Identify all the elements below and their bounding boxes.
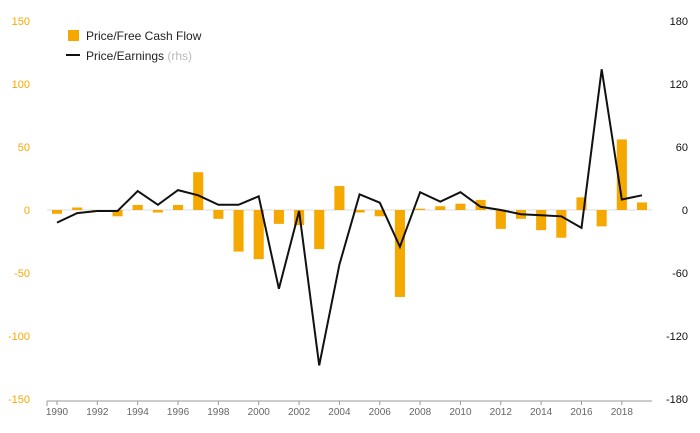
bar-2009 xyxy=(435,206,446,210)
y-left-tick-label: -150 xyxy=(8,394,30,406)
legend-label-price-earnings: Price/Earnings (rhs) xyxy=(86,49,192,63)
x-tick-label: 1996 xyxy=(167,407,190,418)
y-left-tick-label: 0 xyxy=(24,205,30,217)
bar-2018 xyxy=(616,139,627,210)
x-tick-label: 1990 xyxy=(46,407,69,418)
bar-2005 xyxy=(354,210,365,213)
bar-2010 xyxy=(455,203,466,210)
legend-swatch-price-free-cash-flow xyxy=(68,30,79,41)
bar-series-price-free-cash-flow xyxy=(51,139,648,297)
bar-2017 xyxy=(596,210,607,227)
bar-2000 xyxy=(253,210,264,260)
x-tick-label: 1994 xyxy=(127,407,150,418)
y-right-tick-label: 60 xyxy=(676,142,688,154)
x-tick-label: 1992 xyxy=(86,407,109,418)
x-tick-label: 2004 xyxy=(328,407,351,418)
bar-2007 xyxy=(394,210,405,297)
legend-label-price-free-cash-flow: Price/Free Cash Flow xyxy=(86,29,202,43)
x-tick-label: 2008 xyxy=(409,407,432,418)
line-series-price-earnings xyxy=(56,69,643,366)
bar-2015 xyxy=(556,210,567,238)
bar-1998 xyxy=(213,210,224,219)
y-right-tick-label: -120 xyxy=(666,331,688,343)
y-left-tick-label: -100 xyxy=(8,331,30,343)
price-earnings-line xyxy=(56,69,643,366)
x-tick-label: 2000 xyxy=(248,407,271,418)
bar-1991 xyxy=(72,207,83,210)
bar-1997 xyxy=(193,172,204,210)
y-left-tick-label: -50 xyxy=(14,268,30,280)
legend-label-rhs-suffix: (rhs) xyxy=(167,49,192,63)
bar-2006 xyxy=(374,210,385,217)
x-tick-label: 2014 xyxy=(530,407,553,418)
bar-2019 xyxy=(636,202,648,210)
bar-1996 xyxy=(172,204,184,210)
bar-2004 xyxy=(334,186,345,210)
y-right-tick-label: -180 xyxy=(666,394,688,406)
x-tick-label: 2002 xyxy=(288,407,311,418)
x-tick-label: 2018 xyxy=(611,407,634,418)
bar-2003 xyxy=(314,210,325,250)
bar-1994 xyxy=(132,204,143,210)
x-tick-label: 2006 xyxy=(369,407,392,418)
bar-2012 xyxy=(495,210,506,229)
x-tick-label: 2016 xyxy=(570,407,593,418)
bar-1990 xyxy=(51,210,63,214)
x-tick-label: 2012 xyxy=(490,407,513,418)
y-left-tick-label: 100 xyxy=(12,79,30,91)
bar-2016 xyxy=(576,197,587,210)
bar-2014 xyxy=(536,210,547,231)
bar-1999 xyxy=(233,210,244,252)
y-left-tick-label: 50 xyxy=(18,142,30,154)
bar-2008 xyxy=(415,208,426,210)
legend-label-price-earnings-name: Price/Earnings xyxy=(86,49,164,63)
y-right-tick-label: 120 xyxy=(670,79,688,91)
bar-1995 xyxy=(152,210,163,213)
bar-1993 xyxy=(112,210,123,217)
x-tick-label: 2010 xyxy=(449,407,472,418)
y-right-tick-label: 180 xyxy=(670,16,688,28)
y-left-tick-label: 150 xyxy=(12,16,30,28)
x-tick-label: 1998 xyxy=(207,407,230,418)
axes: 150 100 50 0 -50 -100 -150 180 120 60 0 -60 -120 -180… xyxy=(8,16,688,418)
bar-2011 xyxy=(475,199,486,210)
y-right-tick-label: -60 xyxy=(672,268,688,280)
legend: Price/Free Cash Flow Price/Earnings (rhs… xyxy=(66,29,202,63)
y-right-tick-label: 0 xyxy=(682,205,688,217)
bar-2001 xyxy=(273,210,284,224)
